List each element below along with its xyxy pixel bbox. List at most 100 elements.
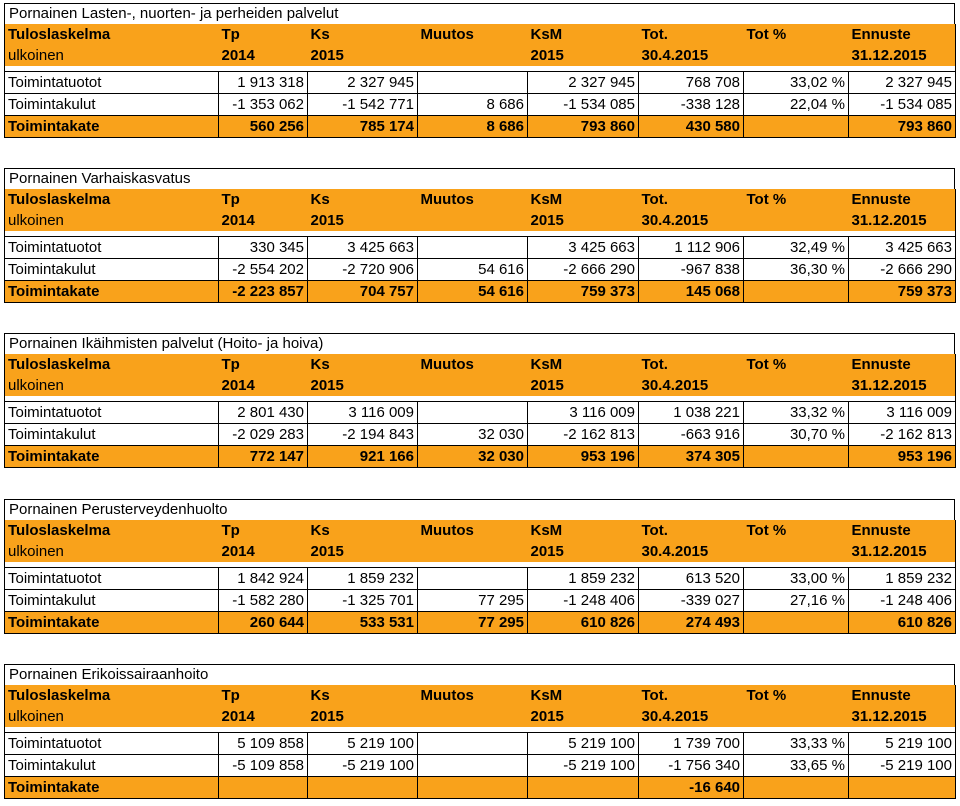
- header-tot-pct: Tot %: [743, 189, 849, 210]
- row-toimintatuotot: Toimintatuotot 2 801 430 3 116 009 3 116 00…: [4, 401, 956, 424]
- cell-ksm-2015: 610 826: [527, 611, 639, 634]
- cell-muutos: [417, 236, 528, 259]
- cell-label: Toimintakate: [4, 115, 219, 138]
- cell-label: Toimintakulut: [4, 423, 219, 446]
- cell-tot-pct: [743, 776, 849, 799]
- cell-ksm-2015: 3 116 009: [527, 401, 639, 424]
- cell-ennuste-31-12-2015: -1 534 085: [848, 93, 956, 116]
- cell-ksm-2015: -1 534 085: [527, 93, 639, 116]
- cell-ks-2015: 1 859 232: [307, 567, 418, 590]
- cell-ennuste-31-12-2015: 3 116 009: [848, 401, 956, 424]
- cell-muutos: [417, 71, 528, 94]
- cell-label: Toimintakate: [4, 445, 219, 468]
- cell-ks-2015: 3 425 663: [307, 236, 418, 259]
- header-tuloslaskelma: Tuloslaskelma: [4, 520, 219, 541]
- cell-tot-pct: 33,00 %: [743, 567, 849, 590]
- header-ulkoinen: ulkoinen: [4, 706, 219, 727]
- header-muutos: Muutos: [417, 24, 528, 45]
- cell-tot-30-4-2015: 374 305: [638, 445, 744, 468]
- header-ksm: KsM: [527, 354, 639, 375]
- cell-label: Toimintakate: [4, 776, 219, 799]
- cell-tp-2014: -2 029 283: [218, 423, 308, 446]
- header-ks: Ks: [307, 354, 418, 375]
- header-tp-year: 2014: [218, 706, 308, 727]
- header-ksm: KsM: [527, 24, 639, 45]
- income-statement-table: Tuloslaskelma Tp Ks Muutos KsM Tot. Tot …: [4, 24, 956, 138]
- spacer-row: [4, 727, 956, 733]
- header-row-2: ulkoinen 2014 2015 2015 30.4.2015 31.12.…: [4, 375, 956, 396]
- header-empty: [743, 45, 849, 66]
- header-ennuste-date: 31.12.2015: [848, 45, 956, 66]
- cell-ksm-2015: 759 373: [527, 280, 639, 303]
- header-row-1: Tuloslaskelma Tp Ks Muutos KsM Tot. Tot …: [4, 24, 956, 45]
- cell-tp-2014: 260 644: [218, 611, 308, 634]
- cell-tp-2014: 2 801 430: [218, 401, 308, 424]
- section-title: Pornainen Lasten-, nuorten- ja perheiden…: [4, 3, 955, 24]
- header-ennuste-date: 31.12.2015: [848, 706, 956, 727]
- cell-tot-30-4-2015: 1 739 700: [638, 732, 744, 755]
- header-row-2: ulkoinen 2014 2015 2015 30.4.2015 31.12.…: [4, 45, 956, 66]
- cell-tot-30-4-2015: -1 756 340: [638, 754, 744, 777]
- header-empty: [417, 541, 528, 562]
- header-tot: Tot.: [638, 520, 744, 541]
- header-row-2: ulkoinen 2014 2015 2015 30.4.2015 31.12.…: [4, 210, 956, 231]
- header-ennuste: Ennuste: [848, 189, 956, 210]
- cell-tp-2014: -1 353 062: [218, 93, 308, 116]
- cell-tot-30-4-2015: -16 640: [638, 776, 744, 799]
- row-toimintakate: Toimintakate 772 147 921 166 32 030 953 196 3…: [4, 445, 956, 468]
- header-ennuste: Ennuste: [848, 685, 956, 706]
- header-ennuste-date: 31.12.2015: [848, 541, 956, 562]
- cell-ennuste-31-12-2015: [848, 776, 956, 799]
- cell-tp-2014: 772 147: [218, 445, 308, 468]
- header-row-1: Tuloslaskelma Tp Ks Muutos KsM Tot. Tot …: [4, 189, 956, 210]
- cell-muutos: 32 030: [417, 423, 528, 446]
- header-row-2: ulkoinen 2014 2015 2015 30.4.2015 31.12.…: [4, 706, 956, 727]
- cell-muutos: 54 616: [417, 258, 528, 281]
- income-statement-table: Tuloslaskelma Tp Ks Muutos KsM Tot. Tot …: [4, 685, 956, 799]
- cell-tot-pct: 33,02 %: [743, 71, 849, 94]
- cell-label: Toimintakulut: [4, 589, 219, 612]
- cell-tot-30-4-2015: 1 112 906: [638, 236, 744, 259]
- header-ks-year: 2015: [307, 45, 418, 66]
- cell-ks-2015: -5 219 100: [307, 754, 418, 777]
- cell-tot-pct: 33,32 %: [743, 401, 849, 424]
- cell-ks-2015: 5 219 100: [307, 732, 418, 755]
- header-ksm: KsM: [527, 685, 639, 706]
- cell-muutos: 77 295: [417, 589, 528, 612]
- header-tot-date: 30.4.2015: [638, 375, 744, 396]
- header-ulkoinen: ulkoinen: [4, 45, 219, 66]
- cell-tot-pct: 36,30 %: [743, 258, 849, 281]
- cell-tp-2014: -2 223 857: [218, 280, 308, 303]
- report-section: Pornainen Varhaiskasvatus Tuloslaskelma …: [4, 168, 956, 303]
- header-ks-year: 2015: [307, 375, 418, 396]
- cell-label: Toimintakulut: [4, 258, 219, 281]
- cell-ennuste-31-12-2015: 759 373: [848, 280, 956, 303]
- cell-tot-30-4-2015: -338 128: [638, 93, 744, 116]
- cell-muutos: [417, 776, 528, 799]
- cell-ksm-2015: [527, 776, 639, 799]
- cell-muutos: 32 030: [417, 445, 528, 468]
- header-tot-pct: Tot %: [743, 354, 849, 375]
- cell-ennuste-31-12-2015: 793 860: [848, 115, 956, 138]
- header-ks-year: 2015: [307, 541, 418, 562]
- cell-ksm-2015: -2 666 290: [527, 258, 639, 281]
- header-empty: [417, 375, 528, 396]
- header-ennuste: Ennuste: [848, 24, 956, 45]
- cell-ks-2015: -1 325 701: [307, 589, 418, 612]
- cell-tot-pct: 22,04 %: [743, 93, 849, 116]
- header-empty: [743, 210, 849, 231]
- cell-tot-pct: [743, 280, 849, 303]
- cell-ksm-2015: 953 196: [527, 445, 639, 468]
- cell-label: Toimintakate: [4, 280, 219, 303]
- header-tp: Tp: [218, 520, 308, 541]
- cell-ennuste-31-12-2015: -5 219 100: [848, 754, 956, 777]
- header-ennuste: Ennuste: [848, 520, 956, 541]
- header-muutos: Muutos: [417, 520, 528, 541]
- cell-label: Toimintatuotot: [4, 71, 219, 94]
- header-muutos: Muutos: [417, 354, 528, 375]
- header-ksm-year: 2015: [527, 45, 639, 66]
- cell-ks-2015: [307, 776, 418, 799]
- header-empty: [417, 706, 528, 727]
- header-muutos: Muutos: [417, 189, 528, 210]
- cell-muutos: [417, 401, 528, 424]
